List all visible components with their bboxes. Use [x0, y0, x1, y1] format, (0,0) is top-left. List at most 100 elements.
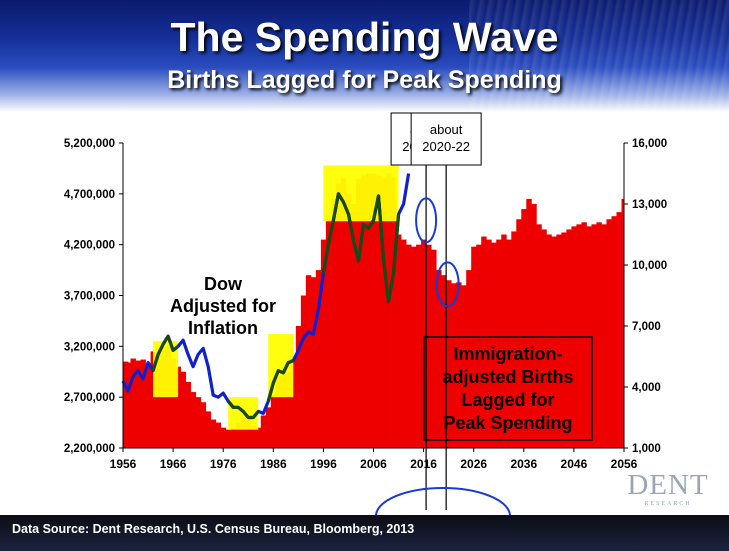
- births-bar: [340, 178, 347, 449]
- births-bar: [376, 175, 382, 449]
- births-bar: [606, 219, 612, 448]
- births-bar: [125, 362, 131, 448]
- births-bar: [616, 212, 622, 448]
- right-tick-label: 16,000: [632, 138, 667, 150]
- births-bar: [476, 244, 482, 448]
- births-bar: [180, 371, 187, 448]
- header-banner: [0, 0, 729, 112]
- births-bar: [230, 427, 237, 448]
- annotation-circle: [435, 261, 460, 308]
- left-tick-label: 4,700,000: [64, 189, 115, 201]
- births-bar: [185, 381, 192, 448]
- births-bar: [406, 244, 412, 448]
- births-bar: [210, 419, 217, 448]
- births-bar: [581, 222, 587, 448]
- births-series-label: Peak Spending: [443, 413, 572, 433]
- births-bar: [426, 244, 432, 448]
- births-bar: [431, 249, 437, 448]
- x-tick-label: 1956: [110, 457, 137, 471]
- right-tick-label: 7,000: [632, 321, 661, 333]
- x-tick-label: 2056: [611, 457, 638, 471]
- births-bar: [240, 417, 247, 448]
- births-bar: [621, 198, 624, 448]
- births-bar: [190, 392, 197, 448]
- births-bar: [160, 348, 166, 448]
- dow-series-label: Inflation: [188, 318, 258, 338]
- births-bar: [320, 239, 327, 448]
- x-tick-label: 1966: [160, 457, 187, 471]
- births-bar: [135, 360, 141, 448]
- x-tick-label: 1976: [210, 457, 237, 471]
- births-bar: [205, 411, 212, 448]
- births-bar: [566, 229, 572, 448]
- births-bar: [511, 231, 517, 448]
- births-bar: [325, 219, 332, 448]
- births-bar: [280, 366, 287, 448]
- births-bar: [391, 177, 397, 449]
- left-tick-label: 5,200,000: [64, 138, 115, 150]
- births-bar: [526, 198, 532, 448]
- births-bar: [350, 204, 357, 448]
- births-bar: [561, 232, 567, 448]
- logo-text: DENT: [627, 469, 709, 501]
- births-bar: [596, 222, 602, 448]
- footer-bar: [0, 515, 729, 551]
- births-bar: [235, 422, 242, 448]
- births-bar: [260, 415, 267, 448]
- dent-logo: DENT RESEARCH: [616, 470, 720, 508]
- left-tick-label: 3,200,000: [64, 341, 115, 353]
- x-tick-label: 2036: [510, 457, 537, 471]
- logo-subtext: RESEARCH: [644, 501, 692, 507]
- births-bar: [611, 216, 617, 448]
- births-bar: [436, 270, 442, 448]
- births-bar: [170, 358, 177, 448]
- header-streak-decoration: [469, 0, 729, 112]
- births-bar: [491, 242, 497, 448]
- left-tick-label: 2,200,000: [64, 443, 115, 455]
- births-bar: [456, 282, 462, 448]
- births-bar: [305, 275, 312, 448]
- dow-peak-segment: [226, 400, 260, 420]
- chart-title: The Spending Wave: [170, 14, 559, 60]
- dow-peak-segment: [321, 192, 401, 304]
- births-bar: [411, 246, 417, 448]
- births-bar: [471, 246, 477, 448]
- births-bar: [290, 356, 297, 448]
- births-bar: [315, 270, 322, 448]
- births-bar: [200, 402, 207, 448]
- births-bar: [576, 224, 582, 448]
- chart-subtitle: Births Lagged for Peak Spending: [167, 66, 562, 94]
- annotation-circle: [375, 487, 511, 515]
- births-bar: [486, 239, 492, 448]
- births-label-box: [423, 336, 593, 441]
- births-bar: [381, 178, 387, 449]
- births-series-label: adjusted Births: [442, 367, 573, 387]
- x-tick-label: 2006: [360, 457, 387, 471]
- right-tick-label: 13,000: [632, 199, 667, 211]
- births-bar: [461, 285, 467, 448]
- births-bar: [365, 173, 372, 448]
- births-bar: [265, 407, 272, 448]
- births-bar: [551, 236, 557, 448]
- births-bar: [521, 209, 527, 448]
- births-bar: [416, 244, 422, 448]
- births-bar: [541, 229, 547, 448]
- births-bar: [250, 425, 257, 448]
- annotation-text: about: [430, 122, 463, 137]
- births-bar: [546, 234, 552, 448]
- births-bar: [195, 397, 202, 448]
- births-bar: [556, 234, 562, 448]
- births-bar: [451, 283, 457, 448]
- births-bar: [150, 351, 156, 448]
- births-bar: [601, 224, 607, 448]
- births-bar: [330, 198, 337, 448]
- births-bar: [225, 429, 232, 448]
- births-bar: [401, 239, 407, 448]
- births-bar: [396, 234, 402, 448]
- births-bar: [481, 236, 487, 448]
- dow-series-label: Dow: [204, 274, 243, 294]
- births-bar: [466, 270, 472, 448]
- births-bar: [140, 359, 146, 448]
- left-tick-label: 3,700,000: [64, 291, 115, 303]
- annotation-box: [410, 112, 482, 166]
